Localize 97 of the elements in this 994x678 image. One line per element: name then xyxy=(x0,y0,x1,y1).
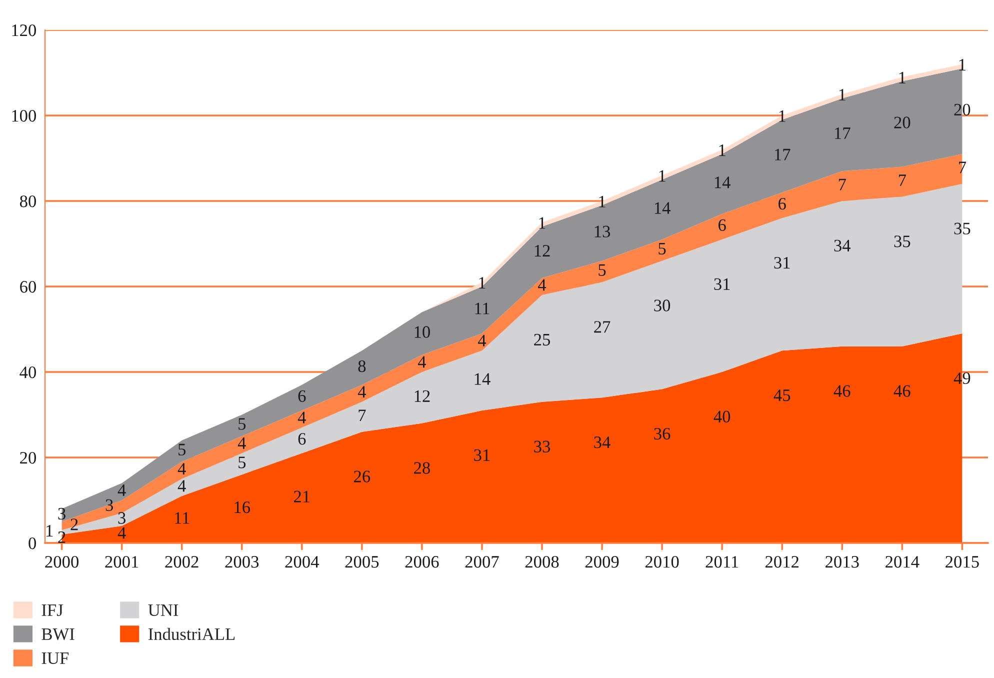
data-label: 1 xyxy=(959,59,966,71)
data-label: 7 xyxy=(358,410,366,422)
legend-label: IUF xyxy=(42,652,69,664)
x-tick-label: 2003 xyxy=(225,556,259,568)
data-label: 30 xyxy=(654,300,670,312)
x-tick-label: 2007 xyxy=(465,556,499,568)
data-label: 3 xyxy=(58,508,66,520)
y-tick-label: 60 xyxy=(20,280,36,293)
x-tick-label: 2001 xyxy=(105,556,138,568)
data-label: 4 xyxy=(118,527,126,539)
x-tick-label: 2005 xyxy=(345,556,379,568)
data-label: 1 xyxy=(719,144,726,156)
data-label: 5 xyxy=(658,242,666,255)
x-tick-label: 2015 xyxy=(946,556,979,568)
data-label: 1 xyxy=(46,525,53,536)
data-label: 36 xyxy=(654,428,670,440)
y-tick-label: 20 xyxy=(20,452,36,464)
y-tick-label: 0 xyxy=(28,537,36,550)
y-tick-label: 80 xyxy=(20,195,36,208)
data-label: 31 xyxy=(774,256,790,269)
data-label: 16 xyxy=(234,501,250,514)
data-label: 33 xyxy=(534,440,550,452)
data-label: 6 xyxy=(718,219,726,231)
data-label: 6 xyxy=(298,433,306,445)
data-label: 11 xyxy=(475,302,490,314)
data-label: 25 xyxy=(534,334,550,346)
legend-label: IFJ xyxy=(42,604,64,616)
data-label: 45 xyxy=(774,390,790,402)
data-label: 46 xyxy=(894,385,910,397)
x-tick-label: 2014 xyxy=(886,556,920,568)
data-label: 5 xyxy=(598,264,606,276)
data-label: 34 xyxy=(594,436,610,448)
data-label: 4 xyxy=(238,437,246,449)
data-label: 28 xyxy=(414,462,430,474)
x-tick-label: 2013 xyxy=(826,556,859,568)
data-label: 7 xyxy=(838,178,846,190)
data-label: 8 xyxy=(358,360,366,372)
x-tick-label: 2004 xyxy=(285,556,319,568)
data-label: 1 xyxy=(599,196,606,208)
data-label: 31 xyxy=(714,278,730,290)
data-label: 14 xyxy=(474,373,490,385)
x-tick-label: 2008 xyxy=(525,556,559,568)
data-label: 6 xyxy=(298,390,306,402)
data-label: 26 xyxy=(354,470,370,482)
data-label: 14 xyxy=(714,176,730,188)
data-label: 35 xyxy=(894,236,910,248)
data-label: 4 xyxy=(418,356,426,368)
data-label: 21 xyxy=(294,490,310,502)
x-tick-label: 2006 xyxy=(405,556,439,568)
legend-label: BWI xyxy=(42,628,74,640)
data-label: 12 xyxy=(534,244,550,256)
data-label: 34 xyxy=(834,240,851,252)
y-tick-label: 40 xyxy=(20,366,36,378)
data-label: 5 xyxy=(178,444,186,456)
data-label: 35 xyxy=(954,222,970,234)
data-label: 6 xyxy=(778,198,786,210)
data-label: 17 xyxy=(774,148,790,160)
y-tick-label: 120 xyxy=(12,24,36,36)
data-label: 27 xyxy=(594,321,610,333)
data-label: 4 xyxy=(358,386,366,398)
x-tick-label: 2010 xyxy=(645,556,679,568)
data-label: 1 xyxy=(479,277,486,289)
data-label: 11 xyxy=(175,512,190,524)
x-tick-label: 2012 xyxy=(766,556,799,568)
data-label: 46 xyxy=(834,385,850,397)
data-label: 4 xyxy=(538,279,546,291)
data-label: 5 xyxy=(238,456,246,468)
legend-label: IndustriALL xyxy=(148,628,235,640)
data-label: 1 xyxy=(539,217,546,229)
data-label: 1 xyxy=(899,72,906,84)
data-label: 31 xyxy=(474,449,490,461)
x-tick-label: 2000 xyxy=(45,556,79,568)
data-label: 20 xyxy=(894,116,910,128)
data-label: 13 xyxy=(594,226,610,238)
x-tick-label: 2011 xyxy=(706,556,738,568)
data-label: 7 xyxy=(898,174,906,186)
data-label: 40 xyxy=(714,410,730,423)
x-tick-label: 2009 xyxy=(585,556,619,568)
data-label: 4 xyxy=(478,334,486,346)
data-label: 14 xyxy=(654,202,670,214)
legend-label: UNI xyxy=(148,604,178,616)
data-label: 3 xyxy=(118,512,126,524)
data-label: 3 xyxy=(106,499,113,512)
data-label: 4 xyxy=(118,484,126,496)
data-label: 4 xyxy=(178,480,186,492)
data-label: 4 xyxy=(298,412,306,424)
y-tick-label: 100 xyxy=(12,110,36,122)
x-tick-label: 2002 xyxy=(165,556,198,568)
data-label: 17 xyxy=(834,127,850,139)
data-label: 4 xyxy=(178,463,186,474)
data-label: 1 xyxy=(659,170,666,182)
data-label: 20 xyxy=(954,104,970,116)
data-label: 10 xyxy=(414,326,430,338)
data-label: 5 xyxy=(238,418,246,430)
data-label: 12 xyxy=(414,390,430,402)
data-label: 1 xyxy=(779,110,786,122)
data-label: 1 xyxy=(839,88,846,100)
